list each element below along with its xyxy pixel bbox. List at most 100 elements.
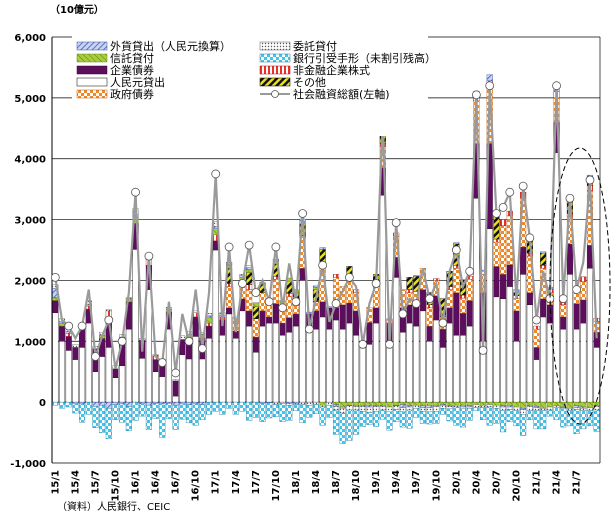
total-marker bbox=[552, 81, 561, 91]
legend-label-corp: 企業債券 bbox=[110, 63, 154, 77]
bar-bills bbox=[246, 401, 253, 421]
bar-entrusted bbox=[359, 406, 366, 412]
source-note: （資料）人民銀行、CEIC bbox=[57, 500, 170, 513]
bar-entrusted bbox=[299, 401, 306, 405]
bar-trust bbox=[252, 303, 259, 307]
bar-entrusted bbox=[573, 407, 580, 410]
bar-trust bbox=[593, 401, 600, 406]
bar-bills bbox=[453, 406, 460, 426]
bar-equity bbox=[272, 275, 279, 280]
bar-equity bbox=[426, 304, 433, 309]
bar-trust bbox=[546, 401, 553, 408]
bar-bills bbox=[573, 409, 580, 434]
bar-trust bbox=[406, 401, 413, 406]
bar-trust bbox=[353, 401, 360, 406]
bar-trust bbox=[453, 401, 460, 406]
bar-entrusted bbox=[586, 407, 594, 411]
bar-rmb bbox=[506, 286, 513, 403]
bar-trust bbox=[58, 322, 66, 327]
bar-trust bbox=[553, 401, 560, 406]
unit-label: （10億元） bbox=[50, 3, 104, 16]
total-marker bbox=[451, 245, 461, 255]
bar-corp bbox=[560, 316, 567, 330]
x-tick-label: 21/4 bbox=[552, 470, 563, 495]
bar-rmb bbox=[366, 344, 373, 403]
bar-bills bbox=[119, 403, 126, 423]
bar-bills bbox=[259, 403, 266, 422]
bar-entrusted bbox=[500, 406, 507, 411]
bar-corp bbox=[446, 307, 453, 324]
bar-fx bbox=[506, 404, 513, 408]
bar-trust bbox=[566, 401, 573, 409]
bar-equity bbox=[406, 289, 413, 293]
bar-entrusted bbox=[386, 406, 393, 413]
total-marker bbox=[438, 318, 448, 328]
bar-gov bbox=[286, 296, 293, 318]
bar-entrusted bbox=[366, 406, 373, 413]
bar-bills bbox=[433, 411, 440, 424]
legend-marker-total bbox=[271, 90, 279, 98]
bar-bills bbox=[520, 414, 527, 436]
bar-corp bbox=[439, 328, 446, 348]
bar-entrusted bbox=[533, 407, 540, 411]
bar-bills bbox=[353, 409, 360, 435]
bar-gov bbox=[346, 281, 353, 304]
bar-bills bbox=[226, 401, 233, 409]
bar-fx bbox=[112, 401, 119, 405]
bar-trust bbox=[339, 401, 346, 408]
bar-trust bbox=[506, 401, 513, 406]
bar-corp bbox=[426, 325, 433, 342]
total-marker bbox=[77, 321, 87, 331]
bar-gov bbox=[466, 279, 473, 301]
bar-rmb bbox=[292, 325, 299, 403]
bar-rmb bbox=[85, 322, 92, 403]
bar-bills bbox=[105, 408, 112, 439]
bar-rmb bbox=[65, 350, 72, 403]
bar-bills bbox=[139, 403, 146, 417]
bar-trust bbox=[540, 401, 547, 409]
bar-trust bbox=[520, 401, 527, 409]
bar-corp bbox=[152, 359, 159, 372]
y-tick-label: 3,000 bbox=[14, 216, 46, 227]
bar-rmb bbox=[58, 341, 66, 403]
total-marker bbox=[50, 272, 60, 282]
total-marker bbox=[344, 272, 354, 282]
bar-entrusted bbox=[239, 274, 246, 276]
legend-label-gov: 政府債券 bbox=[110, 87, 154, 101]
bar-entrusted bbox=[453, 404, 460, 408]
total-marker bbox=[525, 233, 535, 243]
bar-equity bbox=[332, 274, 340, 278]
legend-box bbox=[72, 36, 428, 136]
x-tick-label: 21/1 bbox=[532, 470, 543, 495]
bar-entrusted bbox=[566, 408, 573, 411]
bar-equity bbox=[506, 210, 513, 217]
bar-bills bbox=[52, 401, 59, 406]
bar-rmb bbox=[152, 371, 159, 403]
bar-rmb bbox=[560, 328, 567, 403]
bar-bills bbox=[560, 408, 567, 428]
bar-corp bbox=[72, 347, 79, 360]
bar-corp bbox=[466, 300, 473, 327]
bar-bills bbox=[212, 401, 219, 412]
bar-bills bbox=[232, 401, 239, 415]
total-marker bbox=[565, 193, 575, 203]
bar-rmb bbox=[453, 335, 460, 403]
bar-rmb bbox=[132, 249, 139, 403]
bar-fx bbox=[319, 247, 326, 250]
bar-corp bbox=[493, 266, 500, 298]
bar-corp bbox=[192, 316, 199, 337]
total-marker bbox=[411, 299, 421, 308]
legend-swatch-rmb bbox=[76, 77, 108, 87]
bar-equity bbox=[540, 265, 547, 269]
bar-bills bbox=[439, 408, 446, 415]
bar-fx bbox=[72, 401, 79, 405]
bar-entrusted bbox=[393, 405, 400, 410]
bar-rmb bbox=[419, 310, 426, 403]
bar-equity bbox=[433, 278, 440, 281]
bar-fx bbox=[159, 401, 166, 405]
bar-bills bbox=[346, 409, 353, 441]
bar-trust bbox=[446, 401, 453, 406]
total-marker bbox=[505, 187, 515, 197]
bar-corp bbox=[179, 339, 186, 355]
bar-rmb bbox=[399, 331, 406, 403]
